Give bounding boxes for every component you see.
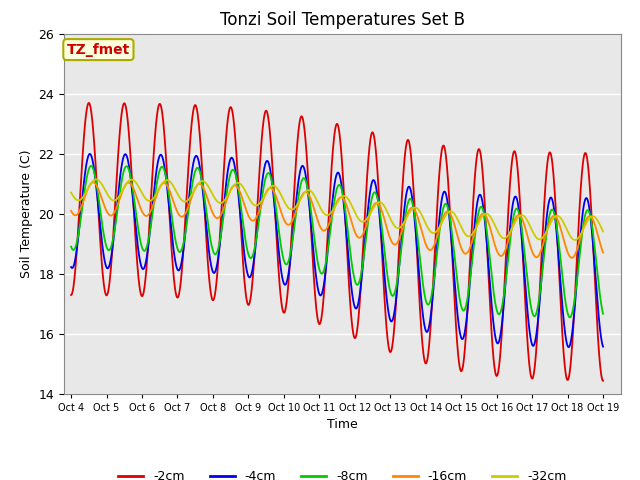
-16cm xyxy=(568,255,576,261)
Line: -8cm: -8cm xyxy=(71,166,603,317)
-2cm xyxy=(159,121,167,127)
-32cm xyxy=(572,237,579,243)
-2cm xyxy=(67,292,75,298)
-32cm xyxy=(92,177,100,182)
Line: -32cm: -32cm xyxy=(71,180,603,240)
-32cm xyxy=(159,179,167,185)
-2cm xyxy=(294,130,302,135)
Y-axis label: Soil Temperature (C): Soil Temperature (C) xyxy=(20,149,33,278)
-32cm xyxy=(67,190,75,195)
-4cm xyxy=(599,344,607,349)
-16cm xyxy=(589,217,596,223)
-32cm xyxy=(589,213,596,219)
-2cm xyxy=(599,378,607,384)
-8cm xyxy=(599,311,607,317)
-16cm xyxy=(532,254,540,260)
Title: Tonzi Soil Temperatures Set B: Tonzi Soil Temperatures Set B xyxy=(220,11,465,29)
-16cm xyxy=(67,208,75,214)
-16cm xyxy=(128,183,136,189)
-16cm xyxy=(159,180,167,186)
-16cm xyxy=(271,192,279,197)
-4cm xyxy=(159,158,167,164)
-32cm xyxy=(599,228,607,234)
-16cm xyxy=(294,202,302,207)
-4cm xyxy=(128,187,136,192)
-8cm xyxy=(128,181,136,187)
-8cm xyxy=(566,314,573,320)
-2cm xyxy=(589,236,596,241)
Line: -16cm: -16cm xyxy=(71,182,603,258)
-8cm xyxy=(159,166,167,171)
-4cm xyxy=(271,211,279,217)
-2cm xyxy=(85,100,93,106)
-8cm xyxy=(67,244,75,250)
Line: -2cm: -2cm xyxy=(71,103,603,381)
-32cm xyxy=(128,177,136,182)
-32cm xyxy=(271,184,279,190)
-16cm xyxy=(599,250,607,255)
-8cm xyxy=(589,230,596,236)
-8cm xyxy=(532,312,540,318)
-8cm xyxy=(87,163,95,169)
-4cm xyxy=(67,264,75,270)
-4cm xyxy=(589,241,596,247)
-2cm xyxy=(128,176,136,182)
-2cm xyxy=(532,357,540,362)
-4cm xyxy=(532,337,540,343)
-4cm xyxy=(86,151,93,157)
X-axis label: Time: Time xyxy=(327,418,358,431)
-32cm xyxy=(294,200,302,206)
-16cm xyxy=(89,180,97,185)
-4cm xyxy=(565,344,573,350)
-4cm xyxy=(294,180,302,185)
-2cm xyxy=(271,213,279,218)
Text: TZ_fmet: TZ_fmet xyxy=(67,43,130,57)
Legend: -2cm, -4cm, -8cm, -16cm, -32cm: -2cm, -4cm, -8cm, -16cm, -32cm xyxy=(113,465,572,480)
-8cm xyxy=(294,194,302,200)
Line: -4cm: -4cm xyxy=(71,154,603,347)
-32cm xyxy=(532,234,540,240)
-8cm xyxy=(271,200,279,205)
